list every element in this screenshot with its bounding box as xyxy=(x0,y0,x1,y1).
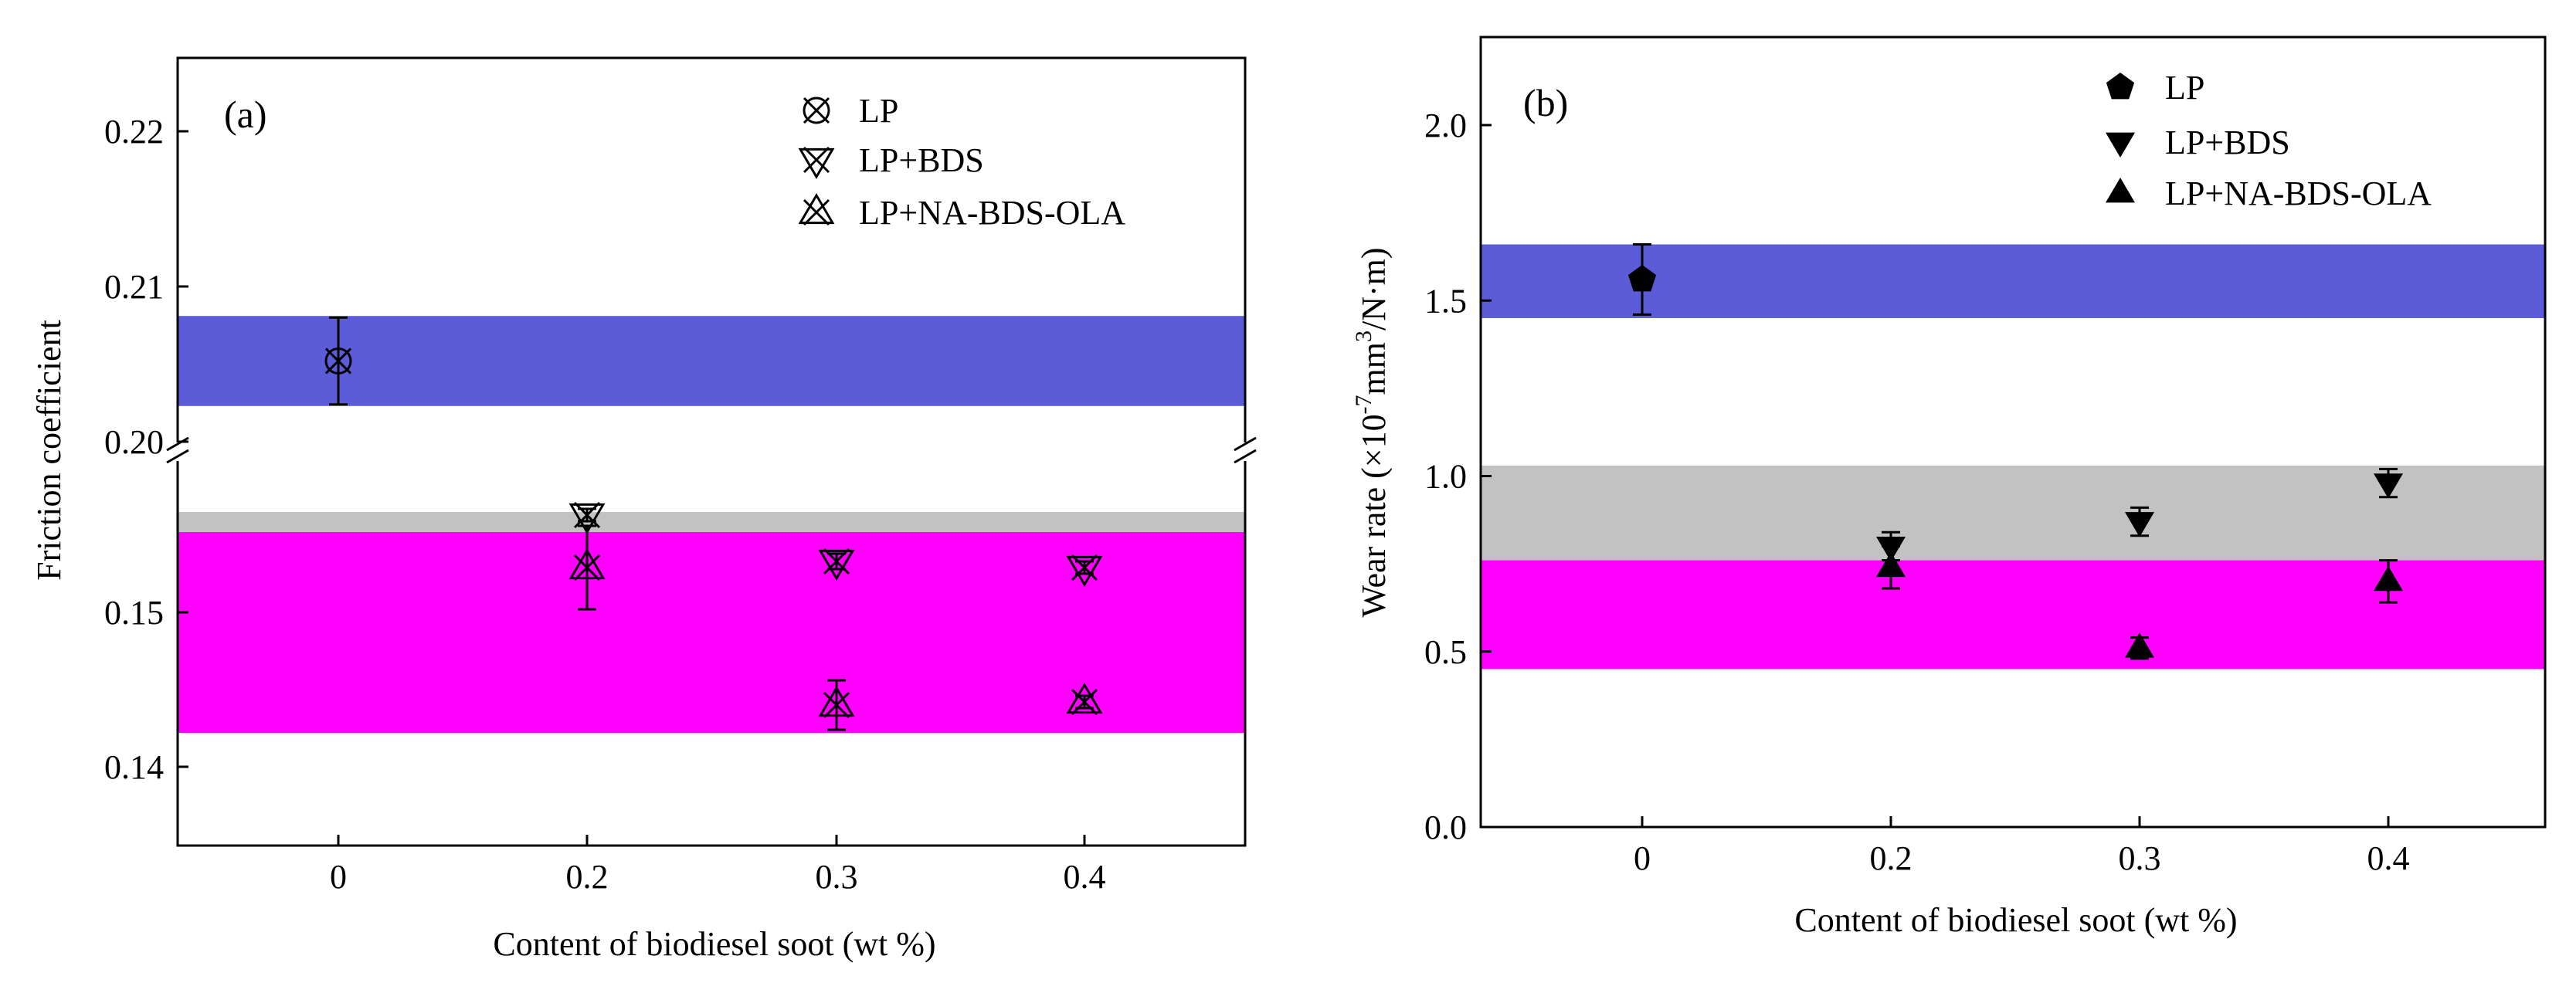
chart-b-y-label-part-1: Wear rate (×10 xyxy=(1355,414,1393,617)
chart-b-y-tick-label-1.5: 1.5 xyxy=(1424,282,1467,320)
chart-a-x-tick-label-0: 0 xyxy=(330,858,347,896)
chart-a-x-tick-label-0.2: 0.2 xyxy=(566,858,609,896)
chart-a-x-tick-label-0.4: 0.4 xyxy=(1064,858,1106,896)
chart-a-legend-marker-0 xyxy=(803,97,830,124)
chart-a-x-axis-label: Content of biodiesel soot (wt %) xyxy=(493,925,935,963)
chart-a-bands xyxy=(178,316,1245,733)
chart-b-legend: LP LP+BDS LP+NA-BDS-OLA xyxy=(2106,69,2432,212)
chart-b-legend-label-2: LP+NA-BDS-OLA xyxy=(2165,175,2432,212)
chart-a-y-tick-label-0.22: 0.22 xyxy=(104,113,164,151)
chart-b-point-2-0.4 xyxy=(2374,565,2403,591)
chart-a-band-blue xyxy=(178,316,1245,406)
chart-a-point-1-0.4 xyxy=(1066,554,1103,587)
chart-a: 0.20 0.21 0.22 0.14 0.15 0 0.2 0.3 0.4 (a) Conte… xyxy=(30,56,1257,963)
chart-b-band-gray xyxy=(1481,465,2545,561)
chart-b-y-label-part-2: -7 xyxy=(1351,395,1376,414)
chart-a-legend-marker-2 xyxy=(798,193,835,226)
chart-a-point-1-0.3 xyxy=(818,547,855,581)
chart-b-x-tick-label-0.3: 0.3 xyxy=(2119,839,2161,877)
chart-a-y-tick-label-0.15: 0.15 xyxy=(104,594,164,632)
chart-a-legend-label-2: LP+NA-BDS-OLA xyxy=(859,194,1125,232)
chart-b-y-label-part-4: 3 xyxy=(1351,330,1376,342)
chart-a-legend-label-0: LP xyxy=(859,92,898,130)
chart-b-band-magenta xyxy=(1481,560,2545,669)
chart-a-band-magenta xyxy=(178,532,1245,733)
chart-b-point-2-0.2 xyxy=(1876,551,1906,578)
chart-a-x-tick-label-0.3: 0.3 xyxy=(816,858,858,896)
chart-a-legend-marker-1 xyxy=(798,146,835,179)
chart-a-point-0-0 xyxy=(324,347,352,375)
chart-b-x-tick-label-0.2: 0.2 xyxy=(1870,839,1912,877)
chart-b-legend-marker-0 xyxy=(2106,73,2135,100)
chart-b-point-1-0.4 xyxy=(2374,473,2403,499)
chart-a-break-mark-right-1 xyxy=(1234,436,1257,452)
chart-a-y-tick-label-0.14: 0.14 xyxy=(104,748,164,786)
chart-b-bands xyxy=(1481,244,2545,669)
chart-a-point-2-0.2 xyxy=(568,548,606,581)
chart-b: 0.0 0.5 1.0 1.5 2.0 0 0.2 0.3 0.4 (b) Content of… xyxy=(1351,36,2547,939)
chart-b-axes: 0.0 0.5 1.0 1.5 2.0 0 0.2 0.3 0.4 xyxy=(1424,36,2547,877)
chart-b-y-tick-label-1.0: 1.0 xyxy=(1424,458,1467,496)
chart-a-y-axis-label: Friction coefficient xyxy=(30,320,68,581)
chart-b-y-tick-label-2.0: 2.0 xyxy=(1424,107,1467,144)
chart-a-point-1-0.2 xyxy=(568,501,606,534)
chart-b-x-tick-label-0: 0 xyxy=(1634,839,1651,877)
chart-a-panel-label: (a) xyxy=(224,93,267,136)
chart-a-legend: LP LP+BDS LP+NA-BDS-OLA xyxy=(798,92,1125,232)
chart-a-legend-label-1: LP+BDS xyxy=(859,141,984,179)
chart-a-break-mark-left-2 xyxy=(166,449,189,464)
chart-b-y-label-part-5: /N·m) xyxy=(1355,247,1393,330)
chart-a-break-mark-right-2 xyxy=(1234,449,1257,464)
chart-a-break-mark-left-1 xyxy=(166,436,189,452)
chart-a-marks xyxy=(324,316,1103,731)
chart-b-panel-label: (b) xyxy=(1523,81,1568,124)
chart-a-point-2-0.3 xyxy=(818,686,855,719)
chart-b-point-0-0 xyxy=(1627,265,1657,292)
chart-b-y-tick-label-0.5: 0.5 xyxy=(1424,633,1467,671)
chart-b-y-axis-label: Wear rate (×10-7mm3/N·m) xyxy=(1351,247,1393,617)
chart-b-y-tick-label-0.0: 0.0 xyxy=(1424,808,1467,846)
chart-b-band-blue xyxy=(1481,244,2545,318)
chart-a-y-tick-label-0.20: 0.20 xyxy=(104,423,164,461)
chart-b-legend-marker-2 xyxy=(2106,178,2135,203)
chart-b-point-2-0.3 xyxy=(2125,632,2154,658)
chart-b-legend-label-0: LP xyxy=(2165,69,2204,107)
chart-b-x-axis-label: Content of biodiesel soot (wt %) xyxy=(1794,901,2237,939)
chart-b-marks xyxy=(1627,243,2403,660)
chart-b-point-1-0.3 xyxy=(2125,512,2154,537)
chart-b-x-tick-label-0.4: 0.4 xyxy=(2367,839,2410,877)
chart-b-legend-marker-1 xyxy=(2106,132,2135,158)
chart-a-point-2-0.4 xyxy=(1066,683,1103,716)
chart-b-legend-label-1: LP+BDS xyxy=(2165,124,2290,161)
chart-b-y-label-part-3: mm xyxy=(1355,342,1393,395)
chart-a-axes: 0.20 0.21 0.22 0.14 0.15 0 0.2 0.3 0.4 xyxy=(104,56,1257,896)
chart-b-frame xyxy=(1479,36,2547,829)
chart-a-y-tick-label-0.21: 0.21 xyxy=(104,268,164,306)
